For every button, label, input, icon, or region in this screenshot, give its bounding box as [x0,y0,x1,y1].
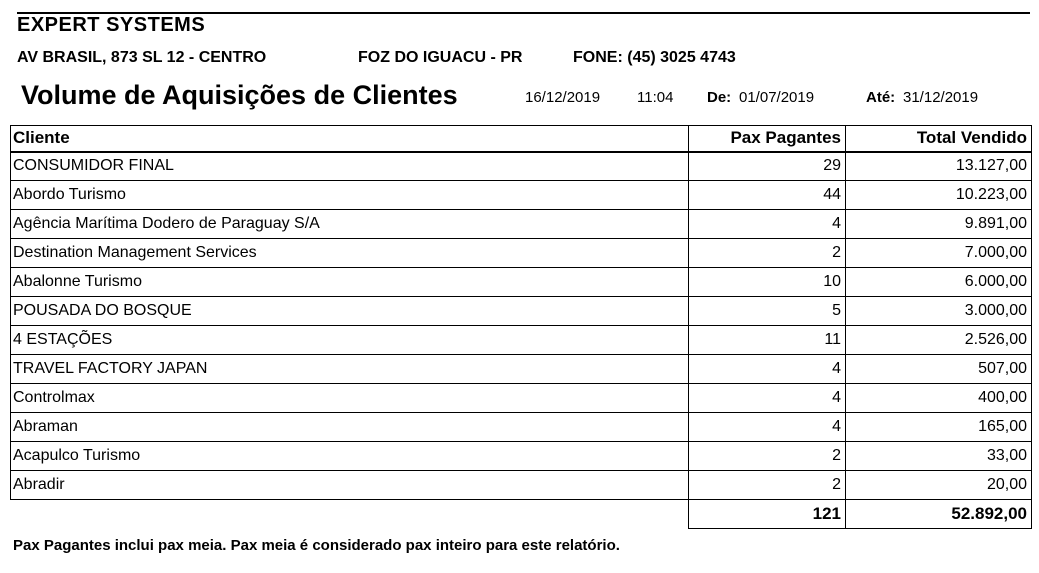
table-row: Abradir 2 20,00 [10,470,1032,500]
pax-pagantes-cell: 4 [688,209,846,239]
total-vendido-cell: 6.000,00 [845,267,1032,297]
client-name-cell: Destination Management Services [10,238,689,268]
totals-spacer-cell [10,499,689,529]
total-vendido-cell: 10.223,00 [845,180,1032,210]
client-name-cell: POUSADA DO BOSQUE [10,296,689,326]
total-vendido-cell: 165,00 [845,412,1032,442]
table-row: POUSADA DO BOSQUE 5 3.000,00 [10,296,1032,326]
to-date: 31/12/2019 [903,89,979,106]
pax-pagantes-cell: 29 [688,151,846,181]
table-row: TRAVEL FACTORY JAPAN 4 507,00 [10,354,1032,384]
clients-table: Cliente Pax Pagantes Total Vendido CONSU… [10,125,1032,529]
company-name: EXPERT SYSTEMS [17,14,206,36]
table-row: Controlmax 4 400,00 [10,383,1032,413]
phone-number: (45) 3025 4743 [627,49,736,66]
column-header-cliente: Cliente [10,125,689,153]
phone-label: FONE: [573,49,623,66]
table-row: Abalonne Turismo 10 6.000,00 [10,267,1032,297]
pax-pagantes-cell: 2 [688,470,846,500]
total-vendido-cell: 7.000,00 [845,238,1032,268]
from-label: De: [707,89,732,106]
total-vendido-cell: 400,00 [845,383,1032,413]
table-row: CONSUMIDOR FINAL 29 13.127,00 [10,151,1032,181]
table-row: Destination Management Services 2 7.000,… [10,238,1032,268]
total-vendido-cell: 13.127,00 [845,151,1032,181]
company-city: FOZ DO IGUACU - PR [358,49,523,66]
totals-pax-cell: 121 [688,499,846,529]
to-label: Até: [866,89,896,106]
pax-pagantes-cell: 11 [688,325,846,355]
pax-pagantes-cell: 44 [688,180,846,210]
company-phone: FONE: (45) 3025 4743 [573,49,736,67]
table-row: 4 ESTAÇÕES 11 2.526,00 [10,325,1032,355]
pax-pagantes-cell: 4 [688,354,846,384]
table-row: Acapulco Turismo 2 33,00 [10,441,1032,471]
print-date: 16/12/2019 [525,89,601,106]
totals-row: 121 52.892,00 [10,499,1032,529]
client-name-cell: Abradir [10,470,689,500]
table-row: Abordo Turismo 44 10.223,00 [10,180,1032,210]
table-header-row: Cliente Pax Pagantes Total Vendido [10,125,1032,153]
top-divider [17,12,1030,14]
client-name-cell: Agência Marítima Dodero de Paraguay S/A [10,209,689,239]
table-row: Abraman 4 165,00 [10,412,1032,442]
client-name-cell: Abalonne Turismo [10,267,689,297]
column-header-pax-pagantes: Pax Pagantes [688,125,846,153]
total-vendido-cell: 507,00 [845,354,1032,384]
company-address: AV BRASIL, 873 SL 12 - CENTRO [17,49,267,66]
pax-pagantes-cell: 10 [688,267,846,297]
column-header-total-vendido: Total Vendido [845,125,1032,153]
pax-pagantes-cell: 4 [688,412,846,442]
pax-pagantes-cell: 4 [688,383,846,413]
client-name-cell: Controlmax [10,383,689,413]
pax-pagantes-cell: 5 [688,296,846,326]
report-title: Volume de Aquisições de Clientes [21,80,458,110]
client-name-cell: CONSUMIDOR FINAL [10,151,689,181]
client-name-cell: 4 ESTAÇÕES [10,325,689,355]
totals-total-cell: 52.892,00 [845,499,1032,529]
client-name-cell: Abraman [10,412,689,442]
client-name-cell: TRAVEL FACTORY JAPAN [10,354,689,384]
report-footnote: Pax Pagantes inclui pax meia. Pax meia é… [13,537,620,554]
table-body: CONSUMIDOR FINAL 29 13.127,00 Abordo Tur… [10,151,1032,500]
print-time: 11:04 [637,89,674,106]
from-date: 01/07/2019 [739,89,815,106]
total-vendido-cell: 9.891,00 [845,209,1032,239]
total-vendido-cell: 33,00 [845,441,1032,471]
total-vendido-cell: 20,00 [845,470,1032,500]
total-vendido-cell: 2.526,00 [845,325,1032,355]
pax-pagantes-cell: 2 [688,441,846,471]
client-name-cell: Abordo Turismo [10,180,689,210]
total-vendido-cell: 3.000,00 [845,296,1032,326]
table-row: Agência Marítima Dodero de Paraguay S/A … [10,209,1032,239]
pax-pagantes-cell: 2 [688,238,846,268]
client-name-cell: Acapulco Turismo [10,441,689,471]
